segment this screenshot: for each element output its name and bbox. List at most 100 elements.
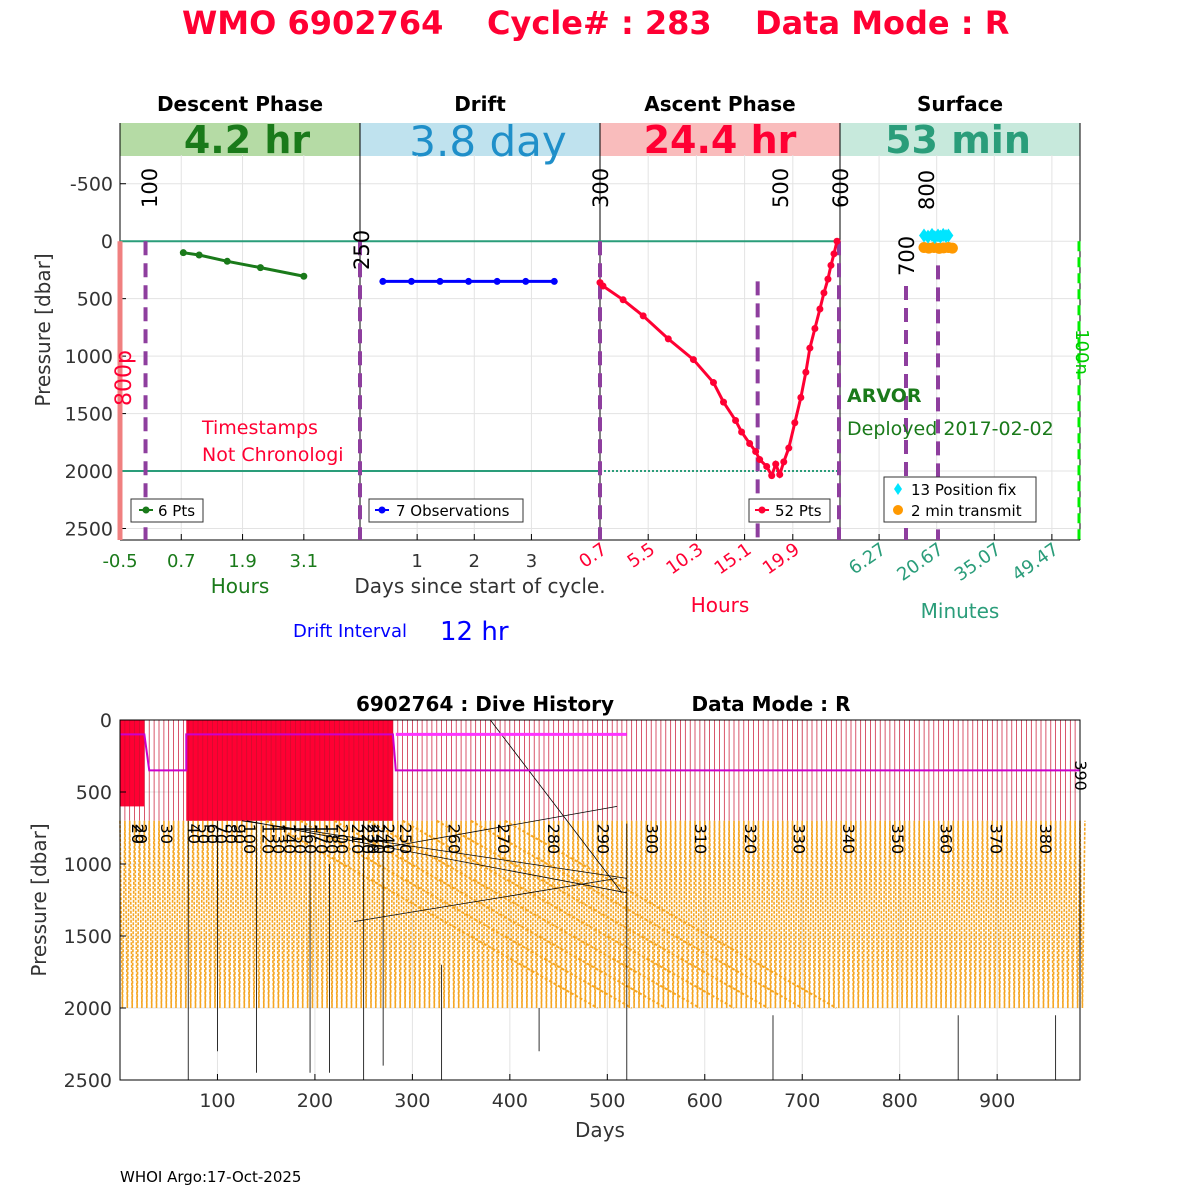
drift-interval-value: 12 hr bbox=[440, 617, 509, 647]
ascent-point bbox=[772, 460, 780, 468]
event-marker-label: 800 bbox=[915, 170, 939, 210]
float-type-label: ARVOR bbox=[847, 385, 922, 407]
ascent-point bbox=[746, 439, 754, 447]
x-tick-label: 700 bbox=[784, 1090, 820, 1112]
cycle-number-label: 120 bbox=[258, 824, 277, 855]
cycle-number-label: 90 bbox=[230, 824, 249, 844]
ascent-point bbox=[738, 428, 746, 436]
ascent-x-label: Hours bbox=[691, 593, 750, 617]
x-tick-label: 800 bbox=[882, 1090, 918, 1112]
descent-x-tick-label: 3.1 bbox=[290, 551, 319, 572]
event-marker-label: 100 bbox=[138, 168, 162, 208]
x-tick-label: 900 bbox=[979, 1090, 1015, 1112]
park-pressure-line bbox=[120, 733, 1080, 772]
drift-point bbox=[465, 277, 473, 285]
position-fix-legend-label: 13 Position fix bbox=[911, 481, 1016, 499]
descent-point bbox=[179, 249, 187, 257]
drift-point bbox=[493, 277, 501, 285]
ascent-point bbox=[833, 237, 841, 245]
phase-chart: Descent Phase Drift Ascent Phase Surface… bbox=[31, 92, 1092, 647]
ascent-legend-marker bbox=[758, 506, 766, 514]
y-tick-label: 500 bbox=[76, 782, 112, 804]
ascent-point bbox=[830, 250, 838, 258]
surface-x-tick-label: 20.67 bbox=[893, 539, 947, 586]
ascent-legend-label: 52 Pts bbox=[775, 502, 822, 520]
cycle-number-label: 180 bbox=[323, 824, 342, 855]
dive-history-title: 6902764 : Dive History bbox=[356, 692, 614, 716]
cycle-number-label: 320 bbox=[741, 824, 760, 855]
ascent-point bbox=[780, 458, 788, 466]
drift-x-label: Days since start of cycle. bbox=[354, 574, 605, 598]
y-tick-label: 2500 bbox=[64, 1070, 112, 1092]
event-marker-label: 600 bbox=[829, 168, 853, 208]
x-tick-label: 100 bbox=[199, 1090, 235, 1112]
drift-duration: 3.8 day bbox=[409, 117, 566, 166]
surface-phase-title: Surface bbox=[917, 92, 1003, 116]
ascent-point bbox=[720, 398, 728, 406]
ascent-point bbox=[776, 470, 784, 478]
y-tick-label: 2000 bbox=[65, 461, 113, 483]
drift-legend-marker bbox=[378, 506, 386, 514]
ascent-point bbox=[802, 368, 810, 376]
descent-point bbox=[195, 251, 203, 259]
surface-x-label: Minutes bbox=[921, 599, 1000, 623]
dive-history-y-label: Pressure [dbar] bbox=[27, 823, 51, 976]
ascent-point bbox=[827, 261, 835, 269]
descent-x-tick-label: 1.9 bbox=[228, 551, 257, 572]
surface-duration: 53 min bbox=[885, 118, 1031, 162]
dive-history-mode: Data Mode : R bbox=[692, 692, 851, 716]
ascent-point bbox=[768, 472, 776, 480]
descent-phase-title: Descent Phase bbox=[157, 92, 323, 116]
cycle-number-label: 240 bbox=[379, 824, 398, 855]
ascent-duration: 24.4 hr bbox=[644, 118, 797, 162]
drift-point bbox=[379, 277, 387, 285]
ascent-line bbox=[598, 240, 839, 480]
descent-point bbox=[300, 272, 308, 280]
drift-x-tick-label: 3 bbox=[526, 551, 537, 572]
ascent-point bbox=[752, 448, 760, 456]
x-tick-label: 500 bbox=[589, 1090, 625, 1112]
y-tick-label: 0 bbox=[101, 231, 113, 253]
phase-chart-y-ticks: -500 0 500 1000 1500 2000 2500 -0.5 0.7 1.9 3.1 1 2 3… bbox=[65, 174, 1063, 586]
descent-duration: 4.2 hr bbox=[184, 118, 311, 162]
cycle-number-label: 150 bbox=[291, 824, 310, 855]
cycle-number-label: 50 bbox=[194, 824, 213, 844]
cycle-number-label: 160 bbox=[301, 824, 320, 855]
ascent-x-tick-label: 0.7 bbox=[575, 539, 611, 573]
drift-interval-label: Drift Interval bbox=[293, 621, 407, 642]
ascent-point bbox=[763, 462, 771, 470]
transmit-legend-marker bbox=[893, 505, 903, 515]
ascent-point bbox=[619, 296, 627, 304]
surface-duration-band bbox=[840, 123, 1080, 156]
ascent-point bbox=[664, 335, 672, 343]
ascent-duration-band bbox=[600, 123, 840, 156]
descent-legend-label: 6 Pts bbox=[158, 502, 195, 520]
descent-duration-band bbox=[120, 123, 360, 156]
cycle-number-label: 300 bbox=[642, 824, 661, 855]
y-tick-label: 2000 bbox=[64, 998, 112, 1020]
timestamp-traces bbox=[187, 719, 1057, 1080]
label-100n: 100n bbox=[1071, 329, 1092, 375]
y-tick-label: 1000 bbox=[65, 346, 113, 368]
cycle-number-label: 30 bbox=[157, 824, 176, 844]
drift-duration-band bbox=[360, 123, 600, 156]
cycle-number-label: 310 bbox=[691, 824, 710, 855]
descent-x-label: Hours bbox=[211, 574, 270, 598]
cycle-number-label: 270 bbox=[494, 824, 513, 855]
cycle-number-label: 200 bbox=[332, 824, 351, 855]
ascent-phase-title: Ascent Phase bbox=[644, 92, 795, 116]
ascent-x-tick-label: 19.9 bbox=[759, 539, 804, 579]
ascent-x-tick-label: 10.3 bbox=[662, 539, 707, 579]
x-tick-label: 400 bbox=[492, 1090, 528, 1112]
ascent-point bbox=[820, 289, 828, 297]
cycle-number-label: 20 bbox=[132, 824, 151, 844]
y-tick-label: 1000 bbox=[64, 854, 112, 876]
cycle-number-label: 250 bbox=[396, 824, 415, 855]
y-tick-label: 0 bbox=[100, 710, 112, 732]
ascent-point bbox=[824, 275, 832, 283]
ascent-point bbox=[639, 312, 647, 320]
cycle-number-label: 280 bbox=[544, 824, 563, 855]
cycle-number-label: 290 bbox=[594, 824, 613, 855]
descent-legend: 6 Pts bbox=[130, 498, 204, 523]
